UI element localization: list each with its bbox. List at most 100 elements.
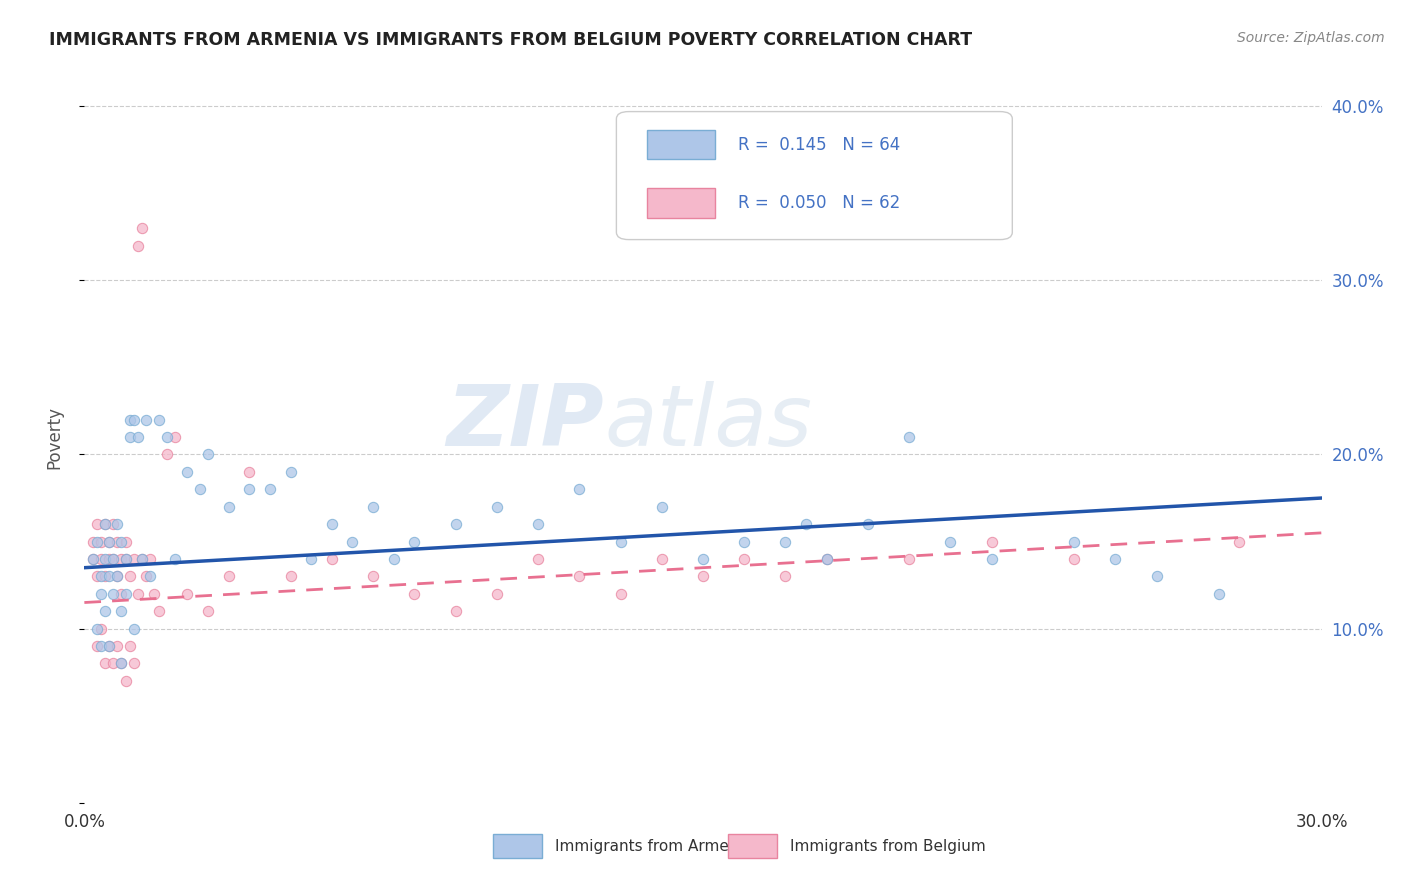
Point — [382, 552, 405, 566]
Point — [733, 534, 755, 549]
FancyBboxPatch shape — [728, 833, 778, 858]
Point — [1104, 552, 1126, 566]
Point — [775, 569, 797, 583]
Point — [105, 569, 128, 583]
Point — [94, 552, 117, 566]
Point — [105, 569, 128, 583]
Point — [114, 534, 136, 549]
Point — [939, 534, 962, 549]
Text: R =  0.050   N = 62: R = 0.050 N = 62 — [738, 194, 900, 212]
Point — [1146, 569, 1168, 583]
Point — [444, 517, 467, 532]
Point — [122, 622, 145, 636]
Point — [94, 517, 117, 532]
Point — [609, 534, 631, 549]
Point — [280, 569, 302, 583]
Point — [568, 569, 591, 583]
Point — [188, 483, 211, 497]
Point — [118, 430, 141, 444]
Point — [86, 569, 108, 583]
Point — [103, 657, 125, 671]
Point — [110, 657, 132, 671]
Point — [815, 552, 838, 566]
Point — [131, 552, 153, 566]
Point — [527, 552, 550, 566]
Point — [321, 552, 343, 566]
Point — [118, 412, 141, 426]
Point — [114, 587, 136, 601]
Point — [103, 552, 125, 566]
Point — [114, 673, 136, 688]
Point — [404, 587, 426, 601]
Point — [127, 430, 149, 444]
Point — [156, 448, 179, 462]
Point — [692, 552, 714, 566]
Point — [94, 517, 117, 532]
Point — [321, 517, 343, 532]
Point — [94, 569, 117, 583]
FancyBboxPatch shape — [616, 112, 1012, 240]
Text: Immigrants from Armenia: Immigrants from Armenia — [554, 839, 752, 855]
Point — [103, 587, 125, 601]
Text: R =  0.145   N = 64: R = 0.145 N = 64 — [738, 136, 900, 153]
FancyBboxPatch shape — [647, 130, 716, 159]
Point — [105, 534, 128, 549]
Point — [1208, 587, 1230, 601]
Point — [568, 483, 591, 497]
Point — [1063, 552, 1085, 566]
Point — [105, 639, 128, 653]
Point — [815, 552, 838, 566]
Point — [280, 465, 302, 479]
Point — [218, 569, 240, 583]
Point — [1227, 534, 1250, 549]
Point — [114, 552, 136, 566]
Point — [165, 430, 187, 444]
Point — [110, 587, 132, 601]
Point — [98, 569, 121, 583]
Point — [898, 552, 921, 566]
Point — [176, 465, 198, 479]
Point — [105, 517, 128, 532]
FancyBboxPatch shape — [647, 188, 716, 218]
Point — [609, 587, 631, 601]
Y-axis label: Poverty: Poverty — [45, 406, 63, 468]
Point — [197, 448, 219, 462]
Point — [82, 552, 104, 566]
Point — [118, 569, 141, 583]
Point — [218, 500, 240, 514]
Text: Source: ZipAtlas.com: Source: ZipAtlas.com — [1237, 31, 1385, 45]
Point — [114, 552, 136, 566]
Point — [692, 569, 714, 583]
Point — [165, 552, 187, 566]
Point — [86, 517, 108, 532]
Point — [98, 534, 121, 549]
Point — [238, 465, 260, 479]
Point — [238, 483, 260, 497]
Text: Immigrants from Belgium: Immigrants from Belgium — [790, 839, 986, 855]
Point — [122, 552, 145, 566]
Point — [127, 587, 149, 601]
Point — [98, 534, 121, 549]
Point — [110, 534, 132, 549]
FancyBboxPatch shape — [492, 833, 543, 858]
Point — [361, 569, 384, 583]
Point — [527, 517, 550, 532]
Point — [118, 639, 141, 653]
Point — [176, 587, 198, 601]
Point — [94, 657, 117, 671]
Point — [651, 552, 673, 566]
Point — [197, 604, 219, 618]
Point — [86, 622, 108, 636]
Point — [98, 639, 121, 653]
Point — [131, 221, 153, 235]
Point — [775, 534, 797, 549]
Point — [148, 604, 170, 618]
Point — [103, 552, 125, 566]
Point — [1063, 534, 1085, 549]
Point — [139, 569, 162, 583]
Point — [444, 604, 467, 618]
Point — [110, 552, 132, 566]
Point — [110, 657, 132, 671]
Point — [259, 483, 281, 497]
Point — [90, 534, 112, 549]
